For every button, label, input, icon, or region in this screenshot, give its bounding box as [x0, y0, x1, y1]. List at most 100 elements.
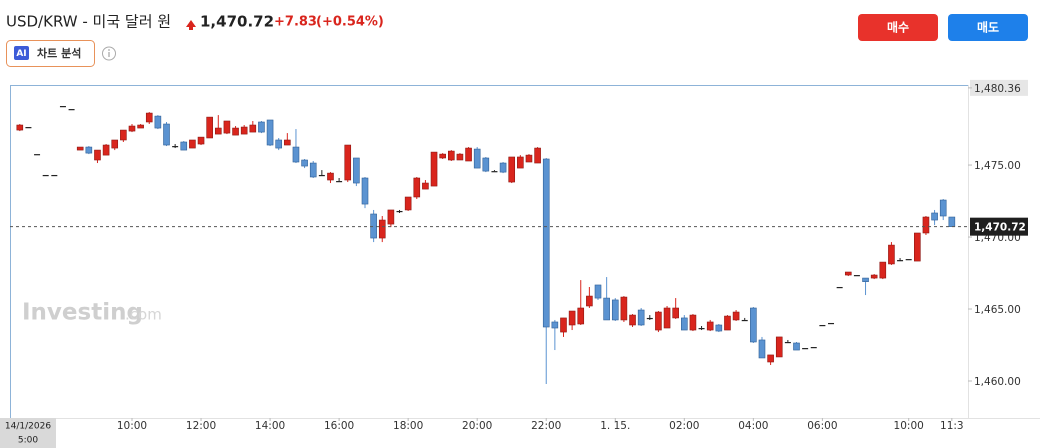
- change: +7.83: [274, 15, 317, 30]
- candle-body: [111, 139, 119, 149]
- candle-body: [68, 109, 75, 111]
- candle-body: [724, 315, 731, 331]
- candle-body: [491, 171, 498, 173]
- candle-body: [914, 232, 921, 262]
- candle-body: [370, 213, 377, 239]
- candle-body: [232, 127, 239, 136]
- candle-body: [197, 136, 205, 145]
- candle-body: [120, 129, 127, 141]
- y-tick-label: 1,465.00: [974, 304, 1021, 316]
- sell-button[interactable]: 매도: [948, 14, 1028, 41]
- candle-body: [85, 146, 93, 154]
- candle-body: [802, 348, 809, 350]
- candle-body: [767, 354, 774, 363]
- start-date: 14/1/2026: [5, 422, 51, 432]
- candle-body: [853, 275, 860, 277]
- candle-body: [948, 216, 956, 227]
- candle-body: [560, 317, 567, 333]
- candle-body: [145, 112, 153, 123]
- candle-body: [836, 286, 843, 289]
- x-tick-label: 10:00: [117, 420, 147, 432]
- instrument-title: USD/KRW - 미국 달러 원: [6, 13, 171, 31]
- buy-button[interactable]: 매수: [858, 14, 938, 41]
- candle-body: [939, 199, 947, 217]
- start-date-box: [0, 418, 56, 448]
- candle-body: [206, 116, 213, 139]
- x-tick-label: 02:00: [669, 420, 699, 432]
- candle-body: [396, 210, 403, 213]
- info-icon[interactable]: [102, 46, 116, 61]
- candle-body: [16, 124, 24, 131]
- start-time: 5:00: [18, 436, 38, 446]
- candle-body: [931, 212, 938, 221]
- candle-body: [663, 307, 671, 329]
- candle-body: [775, 336, 783, 358]
- candle-body: [327, 172, 334, 181]
- candle-body: [586, 295, 593, 307]
- candle-body: [828, 322, 835, 325]
- candle-body: [387, 209, 395, 225]
- candle-body: [655, 311, 662, 331]
- candle-body: [508, 156, 516, 183]
- candle-body: [422, 182, 429, 190]
- sell-button-bg: [948, 14, 1028, 41]
- candle-body: [568, 310, 576, 326]
- candle-body: [620, 296, 628, 321]
- candle-body: [137, 124, 144, 129]
- candle-body: [698, 328, 705, 330]
- x-tick-label: 14:00: [255, 420, 285, 432]
- ai-chart-analysis-button[interactable]: AI 차트 분석: [6, 40, 95, 67]
- candle-body: [637, 309, 645, 326]
- candle-body: [76, 146, 84, 151]
- sell-label: 매도: [977, 20, 999, 35]
- candle-body: [284, 139, 291, 146]
- candle-body: [240, 126, 248, 135]
- candle-body: [292, 146, 300, 163]
- y-tick-label: 1,475.00: [974, 160, 1021, 172]
- candle-body: [672, 307, 679, 319]
- candle-body: [629, 314, 636, 326]
- price: 1,470.72: [200, 13, 274, 31]
- candle-body: [361, 177, 369, 205]
- candle-body: [59, 106, 66, 108]
- candle-body: [534, 147, 541, 164]
- x-tick-label: 22:00: [531, 420, 561, 432]
- candle-body: [542, 158, 550, 328]
- candle-body: [888, 244, 895, 265]
- watermark-brand: Investing: [22, 300, 143, 326]
- candle-body: [214, 127, 222, 135]
- candle-body: [905, 259, 912, 261]
- candle-body: [715, 324, 723, 332]
- candle-body: [741, 319, 748, 322]
- candle-body: [163, 123, 170, 146]
- last-price-box: [970, 217, 1028, 236]
- x-tick-label: 04:00: [738, 420, 768, 432]
- candle-body: [732, 311, 740, 321]
- buy-button-bg: [858, 14, 938, 41]
- candle-body: [819, 324, 826, 327]
- candle-body: [525, 154, 533, 163]
- x-tick-label: 16:00: [324, 420, 354, 432]
- candle-body: [473, 148, 481, 169]
- candle-body: [870, 274, 878, 279]
- candle-body: [309, 162, 317, 178]
- candle-body: [102, 144, 110, 156]
- candle-body: [879, 261, 887, 279]
- candle-body: [128, 125, 136, 132]
- candle-body: [758, 339, 766, 359]
- candle-body: [266, 119, 274, 146]
- candle-body: [154, 115, 162, 129]
- candle-body: [551, 321, 559, 329]
- candle-body: [336, 181, 343, 183]
- candle-body: [706, 321, 714, 331]
- ai-label: 차트 분석: [37, 46, 81, 60]
- candle-body: [301, 159, 308, 167]
- x-tick-label: 10:00: [894, 420, 924, 432]
- candle-body: [172, 146, 179, 148]
- info-circle: [102, 46, 116, 61]
- x-tick-label: 20:00: [462, 420, 492, 432]
- candle-body: [499, 162, 507, 173]
- candle-body: [353, 157, 360, 184]
